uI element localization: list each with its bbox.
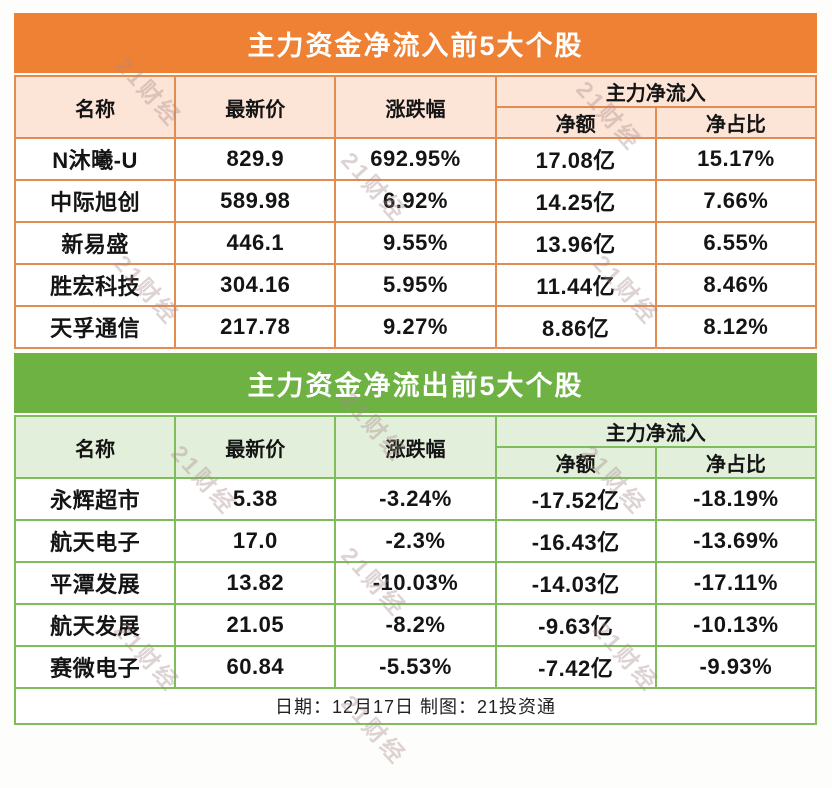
cell-change: -2.3% [334,519,497,563]
cell-change: -5.53% [334,645,497,689]
cell-change: 5.95% [334,263,497,307]
cell-price: 60.84 [174,645,337,689]
column-header-net: 净额 [494,446,657,479]
table-row: 中际旭创 589.98 6.92% 14.25亿 7.66% [13,179,818,223]
cell-net: 17.08亿 [494,137,657,181]
table-row: 天孚通信 217.78 9.27% 8.86亿 8.12% [13,305,818,349]
cell-ratio: 8.12% [654,305,818,349]
cell-net: -16.43亿 [494,519,657,563]
content-area: 主力资金净流入前5大个股 名称 最新价 涨跌幅 主力净流入 净额 净占比 N沐曦… [13,13,818,725]
column-header-name: 名称 [13,75,177,139]
column-header-change: 涨跌幅 [334,415,497,479]
cell-ratio: -9.93% [654,645,818,689]
cell-net: -7.42亿 [494,645,657,689]
table-row: 永辉超市 5.38 -3.24% -17.52亿 -18.19% [13,477,818,521]
cell-name: 平潭发展 [13,561,177,605]
cell-price: 589.98 [174,179,337,223]
inflow-table-body: N沐曦-U 829.9 692.95% 17.08亿 15.17% 中际旭创 589.98 6… [13,137,818,349]
table-row: 航天发展 21.05 -8.2% -9.63亿 -10.13% [13,603,818,647]
cell-name: 赛微电子 [13,645,177,689]
footer-caption: 日期：12月17日 制图：21投资通 [14,687,817,725]
table-row: 航天电子 17.0 -2.3% -16.43亿 -13.69% [13,519,818,563]
cell-name: 胜宏科技 [13,263,177,307]
table-row: 新易盛 446.1 9.55% 13.96亿 6.55% [13,221,818,265]
column-header-change: 涨跌幅 [334,75,497,139]
column-header-price: 最新价 [174,75,337,139]
column-header-ratio: 净占比 [654,446,818,479]
cell-name: 中际旭创 [13,179,177,223]
column-header-group: 主力净流入 [494,75,818,108]
table-row: 平潭发展 13.82 -10.03% -14.03亿 -17.11% [13,561,818,605]
cell-ratio: -18.19% [654,477,818,521]
cell-net: 13.96亿 [494,221,657,265]
column-header-net: 净额 [494,106,657,139]
cell-name: 永辉超市 [13,477,177,521]
cell-price: 304.16 [174,263,337,307]
cell-change: 9.27% [334,305,497,349]
cell-ratio: 8.46% [654,263,818,307]
cell-net: 8.86亿 [494,305,657,349]
inflow-section: 主力资金净流入前5大个股 名称 最新价 涨跌幅 主力净流入 净额 净占比 N沐曦… [13,13,818,349]
cell-net: -9.63亿 [494,603,657,647]
cell-change: -10.03% [334,561,497,605]
cell-change: -8.2% [334,603,497,647]
cell-price: 446.1 [174,221,337,265]
cell-name: 航天电子 [13,519,177,563]
cell-ratio: 6.55% [654,221,818,265]
cell-name: 新易盛 [13,221,177,265]
cell-net: -17.52亿 [494,477,657,521]
cell-change: 6.92% [334,179,497,223]
cell-net: 14.25亿 [494,179,657,223]
cell-net: -14.03亿 [494,561,657,605]
table-row: N沐曦-U 829.9 692.95% 17.08亿 15.17% [13,137,818,181]
cell-name: 航天发展 [13,603,177,647]
cell-ratio: -10.13% [654,603,818,647]
outflow-section: 主力资金净流出前5大个股 名称 最新价 涨跌幅 主力净流入 净额 净占比 永辉超… [13,353,818,725]
cell-change: 9.55% [334,221,497,265]
inflow-table-header: 名称 最新价 涨跌幅 主力净流入 净额 净占比 [13,75,818,139]
outflow-table: 名称 最新价 涨跌幅 主力净流入 净额 净占比 永辉超市 5.38 -3.24% -1… [13,415,818,725]
column-header-name: 名称 [13,415,177,479]
column-header-group: 主力净流入 [494,415,818,448]
table-row: 胜宏科技 304.16 5.95% 11.44亿 8.46% [13,263,818,307]
cell-ratio: -17.11% [654,561,818,605]
cell-price: 21.05 [174,603,337,647]
cell-ratio: 7.66% [654,179,818,223]
cell-price: 5.38 [174,477,337,521]
cell-name: N沐曦-U [13,137,177,181]
cell-price: 829.9 [174,137,337,181]
inflow-table: 名称 最新价 涨跌幅 主力净流入 净额 净占比 N沐曦-U 829.9 692.95… [13,75,818,349]
cell-price: 217.78 [174,305,337,349]
outflow-table-body: 永辉超市 5.38 -3.24% -17.52亿 -18.19% 航天电子 17.0 -2.3… [13,477,818,689]
outflow-banner-title: 主力资金净流出前5大个股 [14,353,817,413]
cell-price: 13.82 [174,561,337,605]
outflow-table-footer: 日期：12月17日 制图：21投资通 [14,687,817,725]
cell-ratio: -13.69% [654,519,818,563]
cell-net: 11.44亿 [494,263,657,307]
cell-price: 17.0 [174,519,337,563]
outflow-table-header: 名称 最新价 涨跌幅 主力净流入 净额 净占比 [13,415,818,479]
column-header-price: 最新价 [174,415,337,479]
inflow-banner-title: 主力资金净流入前5大个股 [14,13,817,73]
table-row: 赛微电子 60.84 -5.53% -7.42亿 -9.93% [13,645,818,689]
column-header-ratio: 净占比 [654,106,818,139]
cell-ratio: 15.17% [654,137,818,181]
cell-change: -3.24% [334,477,497,521]
cell-name: 天孚通信 [13,305,177,349]
cell-change: 692.95% [334,137,497,181]
